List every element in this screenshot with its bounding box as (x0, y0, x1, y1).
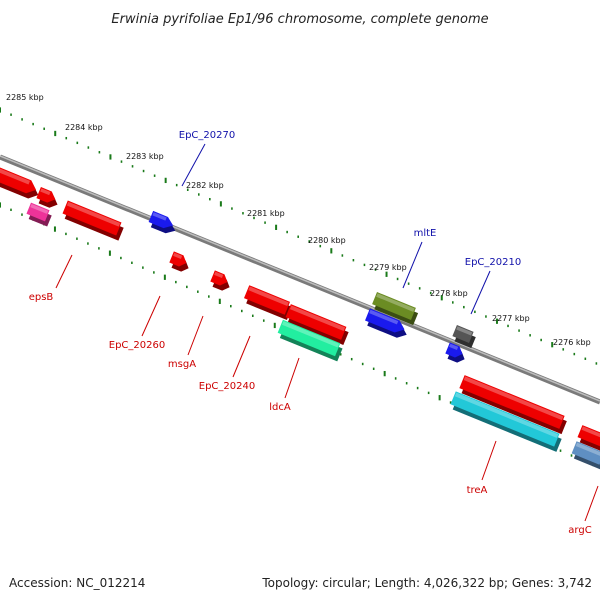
gene-feature-cyan (450, 391, 562, 452)
gene-labels: EpC_20270 mltE EpC_20210 epsB EpC_20260msgAE… (29, 130, 599, 536)
feature-highlight (581, 426, 600, 439)
gene-feature-blue (365, 308, 407, 338)
gene-feature-blue (148, 210, 176, 234)
kbp-label: 2282 kbp (186, 181, 224, 190)
gene-label: treA (467, 485, 488, 496)
gene-feature-red (459, 375, 567, 435)
leader-line (470, 270, 491, 315)
kbp-label: 2283 kbp (126, 152, 164, 161)
backbone-highlight (0, 155, 600, 402)
feature-body (0, 163, 37, 194)
kbp-label: 2280 kbp (308, 236, 346, 245)
gene-label: mltE (414, 228, 437, 239)
gene-feature-red (210, 270, 230, 291)
gene-feature-red (577, 425, 600, 453)
outer-ruler (0, 107, 598, 365)
leader-line (55, 254, 73, 289)
feature-highlight (369, 309, 399, 325)
accession-text: Accession: NC_012214 (9, 576, 145, 590)
feature-highlight (173, 252, 183, 260)
gene-feature-red (169, 251, 189, 272)
backbone-line (0, 154, 600, 405)
gene-feature-aqua_green (277, 319, 343, 362)
leader-line (584, 485, 599, 522)
gene-label: EpC_20240 (199, 381, 255, 392)
gene-features (0, 163, 600, 470)
kbp-label: 2285 kbp (6, 93, 44, 102)
gene-feature-red (36, 187, 58, 208)
gene-feature-magenta (26, 202, 52, 227)
map-title: Erwinia pyrifoliae Ep1/96 chromosome, co… (111, 12, 488, 27)
feature-highlight (376, 293, 415, 312)
feature-highlight (454, 392, 559, 438)
feature-highlight (0, 164, 31, 185)
leader-line (141, 295, 161, 337)
gene-feature-red (0, 163, 39, 199)
gene-label: EpC_20260 (109, 340, 165, 351)
gene-feature-gray (452, 325, 476, 349)
gene-label: msgA (168, 359, 196, 370)
gene-label: epsB (29, 292, 54, 303)
feature-highlight (214, 271, 224, 279)
gene-label: argC (568, 525, 591, 536)
kbp-label: 2277 kbp (492, 314, 530, 323)
feature-highlight (289, 305, 346, 332)
feature-highlight (449, 343, 459, 351)
feature-highlight (152, 212, 167, 221)
leader-line (402, 241, 423, 289)
feature-highlight (463, 376, 564, 421)
feature-highlight (575, 442, 600, 457)
gene-feature-red (285, 304, 349, 346)
feature-highlight (456, 326, 473, 336)
feature-highlight (248, 286, 289, 307)
feature-highlight (40, 188, 51, 196)
leader-line (232, 335, 251, 378)
feature-highlight (66, 201, 121, 227)
chromosome-backbone (0, 154, 600, 405)
kbp-label: 2284 kbp (65, 123, 103, 132)
kbp-label: 2279 kbp (369, 263, 407, 272)
gene-feature-red (62, 200, 124, 241)
leader-line (181, 143, 206, 187)
kbp-label: 2281 kbp (247, 209, 285, 218)
feature-highlight (282, 321, 340, 348)
gene-feature-red (243, 285, 293, 321)
feature-highlight (30, 203, 49, 214)
gene-label: EpC_20270 (179, 130, 235, 141)
leader-line (284, 357, 300, 399)
kbp-label: 2276 kbp (553, 338, 591, 347)
kbp-label: 2278 kbp (430, 289, 468, 298)
gene-label: ldcA (269, 402, 291, 413)
leader-line (187, 315, 204, 356)
gene-feature-olive (372, 292, 419, 326)
leader-line (481, 440, 497, 481)
gene-label: EpC_20210 (465, 257, 521, 268)
gene-feature-steel (571, 441, 600, 470)
gene-feature-blue (445, 342, 465, 363)
genome-summary-text: Topology: circular; Length: 4,026,322 bp… (261, 576, 592, 590)
